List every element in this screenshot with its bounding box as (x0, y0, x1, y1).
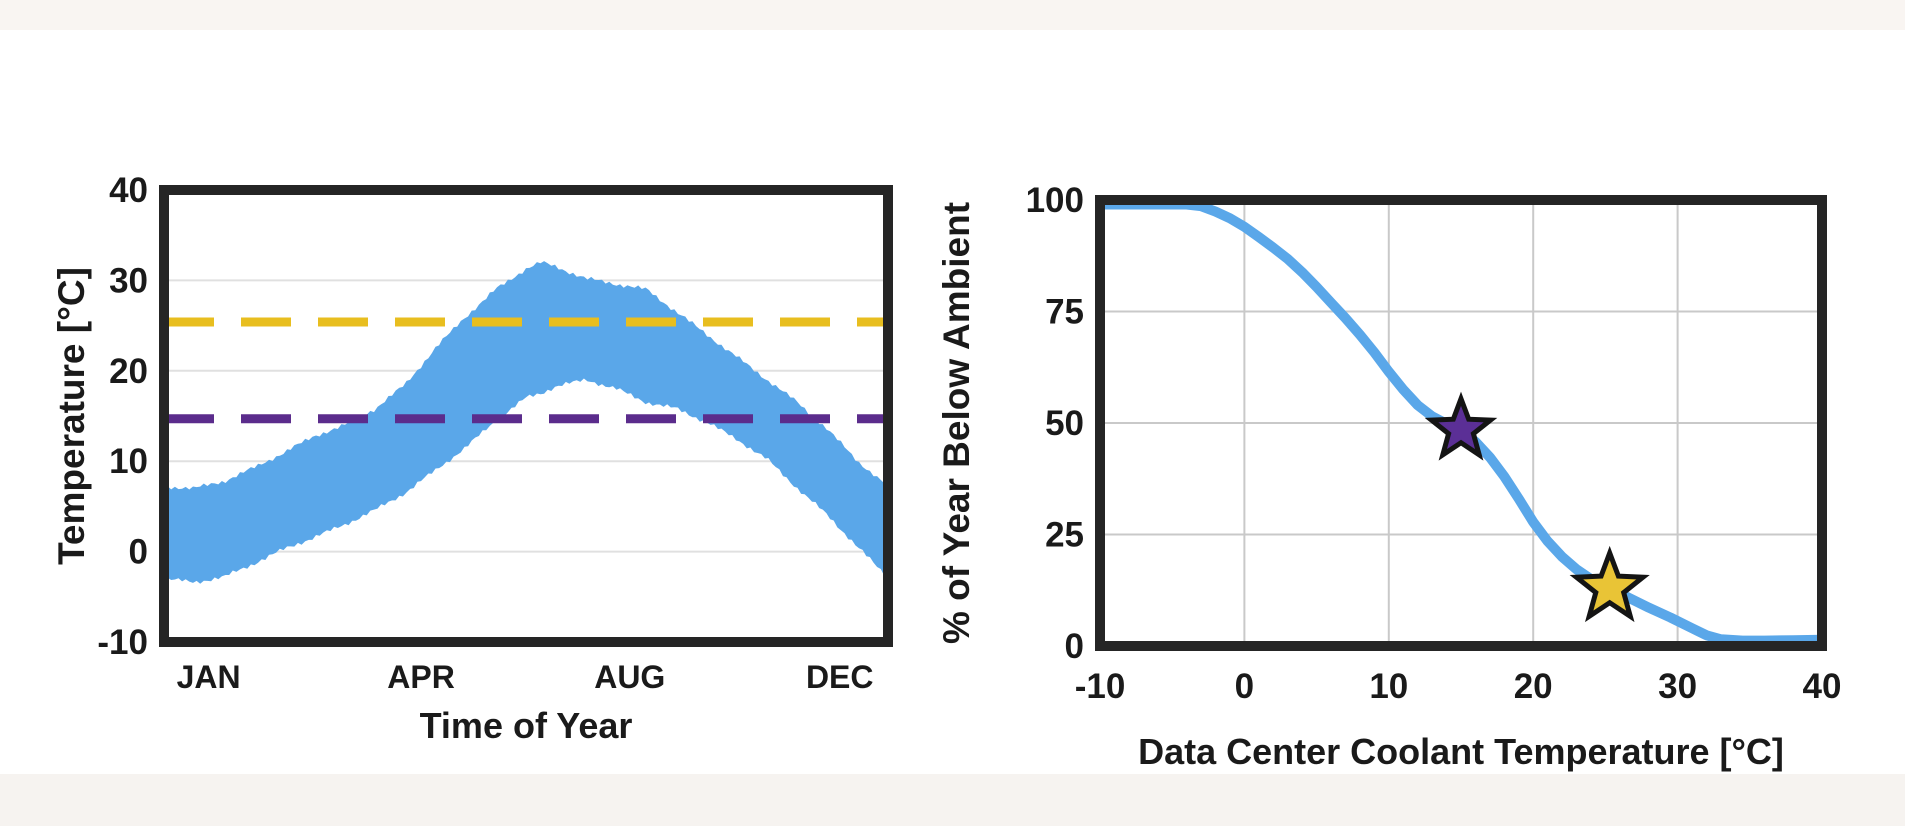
right-xtick-20: 20 (1514, 667, 1553, 706)
left-xtick-APR: APR (387, 659, 455, 695)
left-ytick-0: 0 (129, 533, 148, 572)
right-xtick-0: 0 (1235, 667, 1254, 706)
page-bottom-tint-strip (0, 774, 1905, 826)
right-ytick-0: 0 (1065, 627, 1084, 666)
cool-coolant-star-marker (1424, 391, 1498, 461)
left-xtick-DEC: DEC (806, 659, 874, 695)
left-ytick-10: 10 (109, 442, 148, 481)
right-chart-frame (1095, 195, 1827, 651)
warm-coolant-star-marker (1569, 545, 1650, 623)
right-x-axis-title: Data Center Coolant Temperature [°C] (1138, 731, 1784, 772)
right-ytick-75: 75 (1045, 293, 1084, 332)
left-xtick-JAN: JAN (177, 659, 241, 695)
left-x-axis-title: Time of Year (419, 705, 633, 746)
right-ytick-100: 100 (1026, 181, 1084, 220)
left-ytick-30: 30 (109, 261, 148, 300)
right-ytick-25: 25 (1045, 516, 1084, 555)
left-ytick--10: -10 (97, 623, 148, 662)
right-ytick-50: 50 (1045, 404, 1084, 443)
temperature-chart: 40 30 20 10 0 -10 JAN APR AUG DEC (97, 171, 893, 695)
right-xtick-40: 40 (1803, 667, 1842, 706)
ambient-temperature-range-band (164, 261, 888, 584)
left-ytick-20: 20 (109, 352, 148, 391)
page-top-tint-strip (0, 0, 1905, 30)
right-xtick--10: -10 (1075, 667, 1126, 706)
left-y-axis-title: Temperature [°C] (51, 267, 92, 565)
left-ytick-40: 40 (109, 171, 148, 210)
right-xtick-10: 10 (1369, 667, 1408, 706)
left-xtick-AUG: AUG (594, 659, 665, 695)
left-chart-frame (159, 185, 893, 647)
right-y-axis-title: % of Year Below Ambient (936, 201, 977, 645)
right-xtick-30: 30 (1658, 667, 1697, 706)
